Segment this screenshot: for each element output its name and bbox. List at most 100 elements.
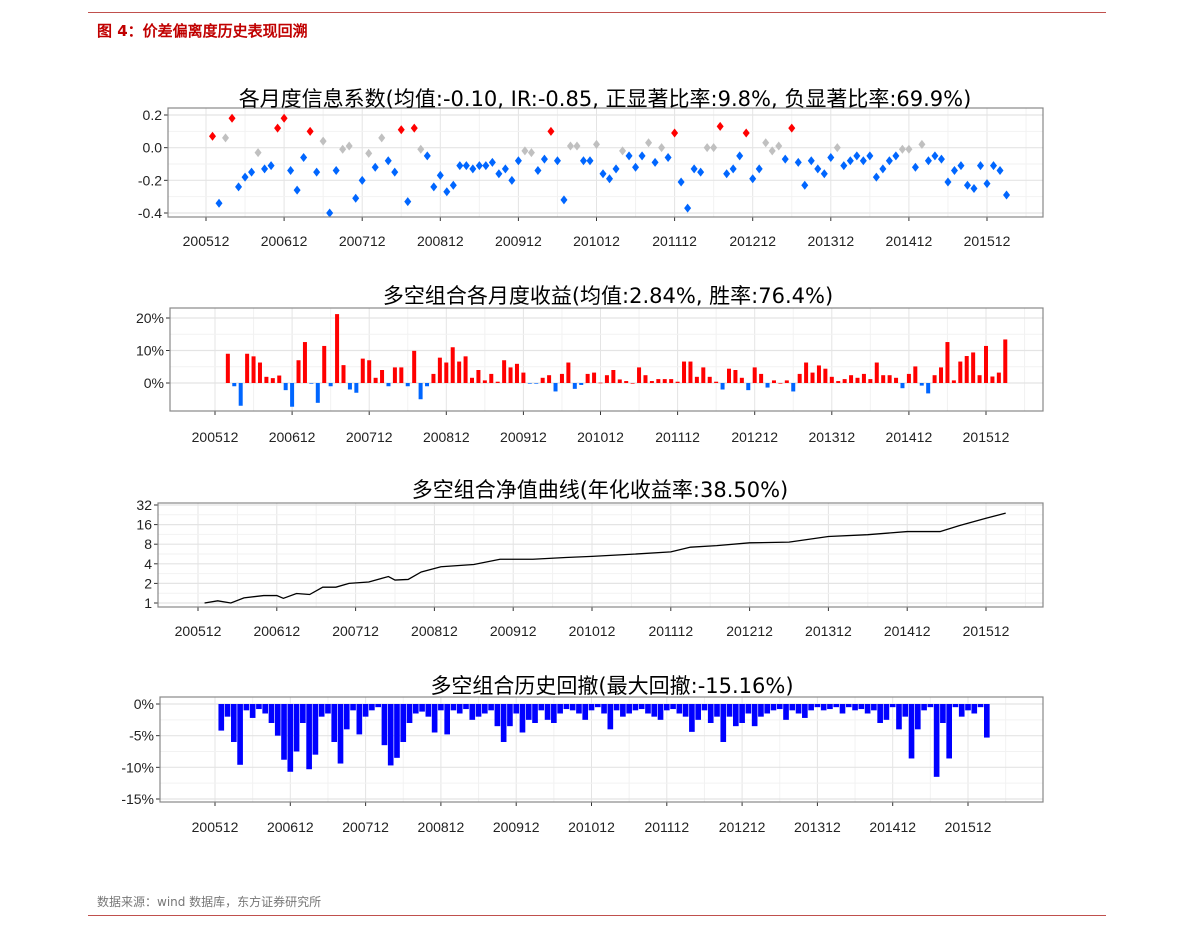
ic-point [254,148,262,158]
ic-point [651,157,659,167]
x-tick-label: 201412 [886,429,933,445]
return-bar [688,361,693,383]
plot-area [158,503,1043,607]
drawdown-bar [651,704,658,717]
ic-point [775,141,783,151]
return-bar [264,376,269,383]
ic-point [501,164,509,174]
drawdown-bar [519,704,526,733]
return-bar [932,375,937,383]
drawdown-bar [469,704,476,720]
ic-point [768,146,776,156]
return-bar [945,342,950,383]
return-bar [977,375,982,383]
ic-point [235,182,243,192]
drawdown-bar [569,704,576,711]
plot-border [159,696,1044,803]
return-bar [906,373,911,383]
ic-point [820,169,828,179]
drawdown-bar [381,704,388,746]
drawdown-bar [971,704,978,714]
drawdown-bar [387,704,394,766]
return-bar [257,362,262,383]
return-bar [823,368,828,383]
x-tick-label: 201112 [652,233,697,249]
return-bar [508,367,513,383]
return-bar [759,373,764,383]
drawdown-bar [551,704,557,723]
drawdown-bar [670,704,676,710]
ic-point [632,162,640,172]
ic-point [534,166,542,176]
y-tick-label: -0.2 [138,172,162,188]
x-tick-label: 201312 [808,429,855,445]
drawdown-bar [274,704,281,736]
chart-title: 多空组合净值曲线(年化收益率:38.50%) [412,478,789,502]
return-bar [514,363,519,383]
return-bar [283,383,288,391]
nav-line [204,512,1006,604]
drawdown-bar [588,704,595,711]
return-bar [984,345,988,383]
ic-point [443,187,451,197]
ic-point [573,141,581,151]
ic-point [319,136,327,146]
return-bar [752,367,757,383]
ic-point [840,161,848,171]
ic-point [885,156,893,166]
return-bar [245,353,250,383]
ic-point [508,175,516,185]
return-bar [405,383,410,387]
x-tick-label: 200712 [339,233,386,249]
drawdown-bar [337,704,344,764]
drawdown-bar [758,704,764,717]
ic-point [417,144,425,154]
drawdown-bar [488,704,494,711]
x-tick-label: 201312 [805,623,852,639]
ic-point [215,198,223,208]
ic-point [358,175,366,185]
drawdown-bar [764,704,771,714]
drawdown-bar [940,704,946,723]
ic-point [794,157,802,167]
drawdown-bar [525,704,532,720]
ic-point [866,151,874,161]
return-bar [489,373,494,383]
x-tick-label: 200912 [490,623,537,639]
ic-point [261,164,269,174]
return-bar [585,373,590,383]
x-tick-label: 201312 [794,819,841,835]
ic-point [898,144,906,154]
y-tick-label: 0.2 [143,107,163,123]
return-bar [682,361,687,383]
return-bar [559,373,564,383]
ic-point [514,156,522,166]
x-tick-label: 201212 [731,429,778,445]
return-bar [765,383,770,388]
drawdown-bar [657,704,664,720]
return-bar [225,353,230,383]
drawdown-bar [463,704,469,710]
drawdown-bar [795,704,802,714]
return-bar [534,383,539,384]
ic-point [983,179,991,189]
drawdown-bar [532,704,538,723]
drawdown-bar [808,704,814,711]
drawdown-bar [952,704,959,708]
drawdown-bar [701,704,708,711]
ic-point [638,151,646,161]
ic-point [462,161,470,171]
return-bar [335,314,340,383]
x-tick-label: 201212 [726,623,773,639]
plot-border [157,502,1044,608]
drawdown-bar [343,704,350,730]
return-bar [579,383,584,385]
return-bar [547,375,552,383]
return-bar [341,365,346,383]
return-bar [643,375,648,383]
return-bar [482,380,487,383]
return-bar [675,381,680,383]
ic-point [365,148,373,158]
ic-point [619,146,627,156]
